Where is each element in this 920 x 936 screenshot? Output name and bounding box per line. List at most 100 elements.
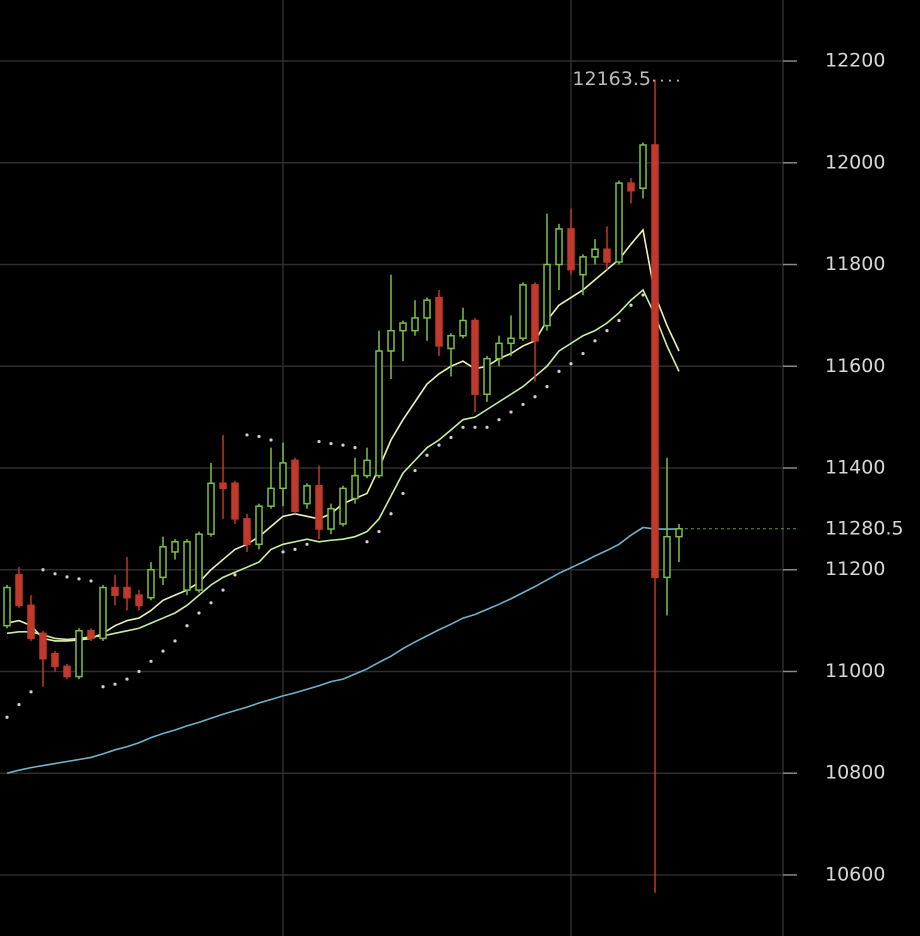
candle-body bbox=[579, 256, 587, 276]
sar-dot bbox=[149, 659, 153, 663]
candle-body bbox=[531, 284, 539, 342]
sar-dot bbox=[617, 318, 621, 323]
candle-body bbox=[327, 507, 335, 530]
candle-body bbox=[39, 632, 47, 660]
candle-body bbox=[15, 574, 23, 607]
sar-dot bbox=[293, 547, 297, 551]
sar-dot bbox=[521, 402, 525, 407]
sar-dot bbox=[449, 435, 453, 440]
sar-dot bbox=[461, 425, 465, 429]
sar-dot bbox=[281, 550, 285, 554]
sar-dot bbox=[137, 669, 141, 674]
sar-dot bbox=[209, 601, 213, 605]
candle-body bbox=[63, 665, 71, 678]
candle-body bbox=[51, 652, 59, 668]
candle-body bbox=[543, 263, 551, 327]
sar-dot bbox=[29, 690, 33, 694]
candle-body bbox=[591, 248, 599, 258]
sar-dot bbox=[593, 339, 597, 343]
sar-dot bbox=[125, 677, 129, 681]
sar-dot bbox=[317, 439, 321, 444]
candle-body bbox=[519, 284, 527, 340]
sar-dot bbox=[401, 491, 405, 496]
sar-dot bbox=[5, 715, 9, 719]
candle-body bbox=[279, 462, 287, 490]
candle-body bbox=[75, 630, 83, 678]
candle-body bbox=[663, 535, 671, 579]
sar-dot bbox=[353, 446, 357, 450]
sar-dot bbox=[533, 395, 537, 399]
candle-body bbox=[147, 568, 155, 599]
candle-body bbox=[231, 482, 239, 520]
candle-body bbox=[495, 342, 503, 360]
sar-dot bbox=[473, 425, 477, 429]
candle-body bbox=[555, 228, 563, 266]
sar-dot bbox=[389, 512, 393, 516]
current-price-label: 11280.5 bbox=[825, 517, 904, 539]
sar-dot bbox=[185, 624, 189, 628]
sar-dot bbox=[545, 385, 549, 389]
candle-body bbox=[423, 299, 431, 319]
sar-dot bbox=[557, 369, 561, 373]
sar-dot bbox=[305, 542, 309, 546]
candle-body bbox=[627, 182, 635, 192]
y-tick-label: 11600 bbox=[825, 355, 885, 377]
candle-body bbox=[111, 586, 119, 596]
sar-dot bbox=[161, 649, 165, 653]
y-tick-label: 11800 bbox=[825, 253, 885, 275]
y-tick-label: 12200 bbox=[825, 50, 885, 72]
high-label: 12163.5 bbox=[572, 68, 651, 90]
sar-dot bbox=[509, 410, 513, 414]
candle-body bbox=[27, 604, 35, 640]
moving-average-line bbox=[6, 288, 680, 641]
sar-dot bbox=[221, 588, 225, 592]
sar-dot bbox=[113, 682, 117, 686]
candle-body bbox=[567, 228, 575, 271]
candle-body bbox=[195, 533, 203, 591]
candle-body bbox=[447, 334, 455, 350]
candle-body bbox=[255, 505, 263, 546]
candle-body bbox=[363, 459, 371, 477]
candle-body bbox=[159, 546, 167, 579]
sar-dot bbox=[341, 443, 345, 447]
sar-dot bbox=[425, 453, 429, 457]
candle-body bbox=[123, 586, 131, 599]
sar-dot bbox=[245, 433, 249, 437]
candle-body bbox=[639, 144, 647, 189]
y-tick-label: 11400 bbox=[825, 457, 885, 479]
sar-dot bbox=[101, 685, 105, 689]
sar-dot bbox=[53, 572, 57, 576]
sar-dot bbox=[173, 639, 177, 643]
candle-body bbox=[135, 594, 143, 607]
candle-body bbox=[339, 487, 347, 525]
y-tick-label: 10800 bbox=[825, 762, 885, 784]
candle-body bbox=[435, 296, 443, 347]
moving-average-line bbox=[6, 526, 679, 774]
candle-body bbox=[651, 144, 659, 579]
sar-dot bbox=[437, 443, 441, 447]
sar-dot bbox=[41, 568, 45, 572]
sar-dot bbox=[233, 573, 237, 577]
candle-body bbox=[615, 182, 623, 263]
candle-body bbox=[243, 518, 251, 546]
candle-body bbox=[3, 586, 11, 627]
candle-body bbox=[351, 474, 359, 500]
candle-body bbox=[183, 541, 191, 591]
candle-body bbox=[399, 322, 407, 332]
sar-dot bbox=[569, 362, 573, 366]
sar-dot bbox=[413, 468, 417, 473]
sar-dot bbox=[365, 540, 369, 544]
candle-body bbox=[99, 586, 107, 640]
sar-dot bbox=[605, 329, 609, 333]
sar-dot bbox=[17, 702, 21, 707]
sar-dot bbox=[257, 434, 261, 439]
sar-dot bbox=[89, 579, 93, 583]
candle-body bbox=[303, 485, 311, 505]
candle-body bbox=[219, 482, 227, 490]
candle-body bbox=[483, 357, 491, 395]
sar-dot bbox=[485, 425, 489, 429]
y-tick-label: 11200 bbox=[825, 558, 885, 580]
candle-body bbox=[411, 317, 419, 332]
sar-dot bbox=[329, 441, 333, 446]
